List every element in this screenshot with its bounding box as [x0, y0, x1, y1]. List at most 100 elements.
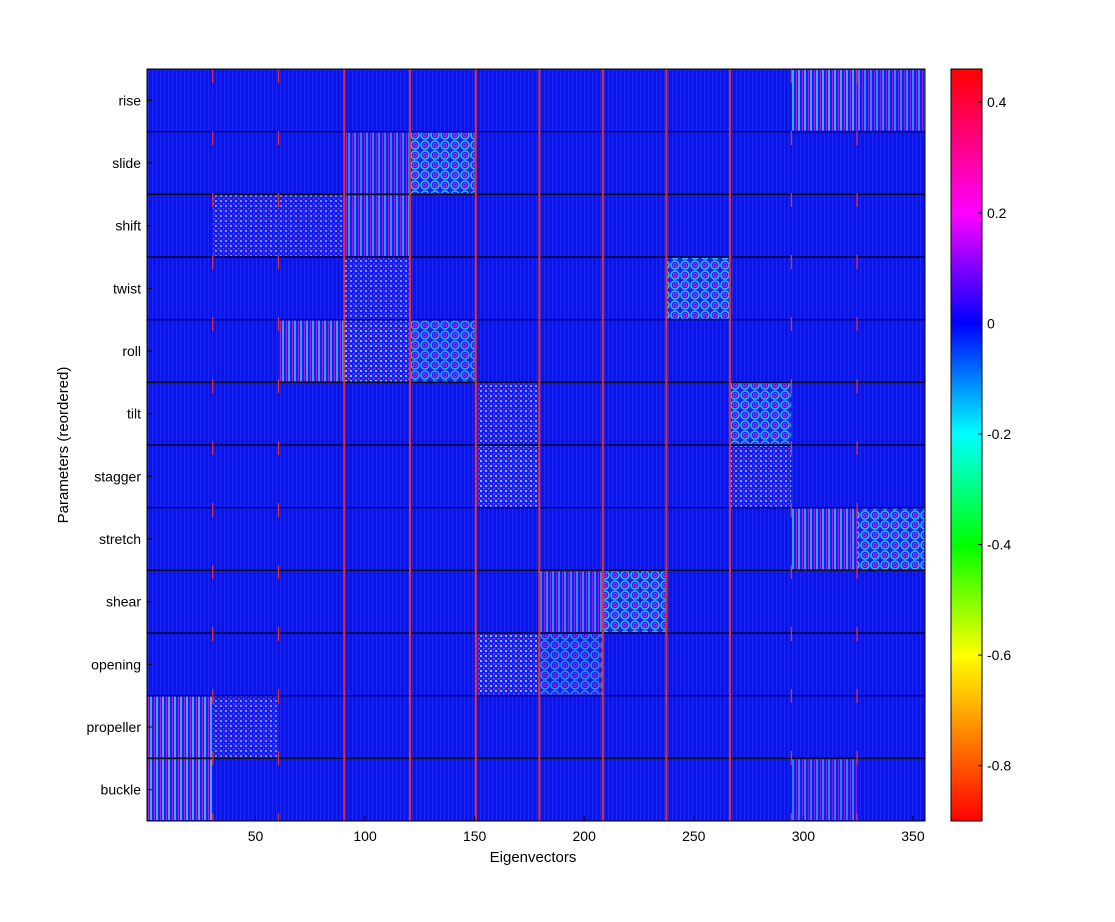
colorbar-tick-label: -0.8: [987, 758, 1011, 774]
x-tick-label: 200: [573, 828, 597, 844]
heatmap-cell: [729, 383, 792, 444]
heatmap-cell: [539, 446, 603, 507]
heatmap-cell: [791, 508, 858, 570]
heatmap-cell: [212, 634, 279, 695]
colorbar-tick-label: -0.2: [987, 426, 1011, 442]
heatmap-cell: [212, 696, 279, 758]
heatmap-cell: [147, 446, 213, 507]
heatmap-cell: [791, 320, 858, 382]
heatmap-cell: [147, 195, 213, 256]
heatmap-cell: [539, 759, 603, 820]
heatmap-cell: [666, 634, 730, 695]
heatmap-cell: [344, 634, 410, 695]
heatmap-cell: [409, 634, 476, 695]
heatmap-cell: [539, 634, 603, 695]
y-tick-label: tilt: [127, 406, 141, 422]
heatmap-cell: [212, 571, 279, 632]
heatmap-cell: [857, 195, 925, 256]
heatmap-cell: [729, 258, 792, 319]
heatmap-cell: [729, 132, 792, 194]
heatmap-cell: [344, 759, 410, 820]
y-axis-tick-labels: rise slide shift twist roll tilt stagger stretc…: [87, 92, 152, 798]
heatmap-cell: [147, 759, 213, 820]
heatmap-cell: [344, 383, 410, 444]
heatmap-cell: [147, 696, 213, 758]
heatmap-cell: [729, 759, 792, 820]
heatmap-cell: [344, 508, 410, 570]
heatmap-cell: [409, 195, 476, 256]
heatmap-cell: [475, 195, 540, 256]
heatmap-cell: [344, 132, 410, 194]
heatmap-cell: [729, 195, 792, 256]
heatmap-cell: [475, 508, 540, 570]
row-separators: [147, 131, 925, 759]
colorbar-tick-label: 0.2: [987, 205, 1007, 221]
heatmap-cell: [278, 258, 345, 319]
heatmap-cell: [729, 634, 792, 695]
heatmap-cell: [147, 634, 213, 695]
colorbar-gradient: [950, 68, 983, 822]
heatmap-cell: [147, 132, 213, 194]
x-tick-label: 350: [901, 828, 925, 844]
heatmap-cell: [212, 320, 279, 382]
heatmap-cell: [666, 571, 730, 632]
heatmap-cell: [147, 508, 213, 570]
heatmap-cell: [409, 258, 476, 319]
heatmap-cell: [409, 383, 476, 444]
y-tick-label: stagger: [94, 468, 141, 484]
heatmap-cell: [729, 571, 792, 632]
heatmap-cell: [475, 383, 540, 444]
heatmap-cell: [409, 446, 476, 507]
heatmap-cell: [857, 571, 925, 632]
heatmap-cell: [729, 696, 792, 758]
colorbar-tick-label: -0.6: [987, 647, 1011, 663]
heatmap-cell: [344, 258, 410, 319]
heatmap-cell: [602, 320, 667, 382]
y-tick-label: rise: [118, 92, 141, 108]
heatmap-cell: [344, 320, 410, 382]
heatmap-cell: [602, 446, 667, 507]
x-axis-tick-labels: 50 100 150 200 250 300 350: [248, 816, 925, 844]
heatmap-cell: [344, 446, 410, 507]
heatmap-cell: [602, 132, 667, 194]
heatmap-cell: [791, 383, 858, 444]
heatmap-cell: [539, 571, 603, 632]
column-separators: [212, 69, 858, 821]
colorbar-tick-label: -0.4: [987, 537, 1011, 553]
heatmap-cell: [791, 634, 858, 695]
heatmap-cell: [539, 258, 603, 319]
x-tick-label: 100: [353, 828, 377, 844]
heatmap-cell: [539, 70, 603, 131]
heatmap-cell: [791, 571, 858, 632]
heatmap-cell: [539, 383, 603, 444]
heatmap-cell: [212, 759, 279, 820]
heatmap-cell: [602, 258, 667, 319]
heatmap-cell: [409, 571, 476, 632]
heatmap-cell: [857, 383, 925, 444]
heatmap-cell: [666, 508, 730, 570]
heatmap-cell: [409, 696, 476, 758]
heatmap-cell: [409, 320, 476, 382]
heatmap-cell: [278, 508, 345, 570]
heatmap-cell: [602, 195, 667, 256]
heatmap-cell: [666, 759, 730, 820]
heatmap-cells: [147, 70, 925, 820]
heatmap-cell: [729, 446, 792, 507]
heatmap-cell: [857, 696, 925, 758]
heatmap-cell: [409, 759, 476, 820]
heatmap-cell: [539, 195, 603, 256]
heatmap-cell: [857, 634, 925, 695]
heatmap-plot-area: [146, 68, 926, 822]
heatmap-cell: [344, 70, 410, 131]
x-tick-label: 50: [248, 828, 264, 844]
heatmap-cell: [857, 320, 925, 382]
heatmap-cell: [212, 508, 279, 570]
colorbar-tick-label: 0: [987, 315, 995, 331]
heatmap-cell: [475, 696, 540, 758]
heatmap-cell: [539, 696, 603, 758]
heatmap-cell: [344, 571, 410, 632]
heatmap-cell: [857, 446, 925, 507]
x-tick-label: 150: [463, 828, 487, 844]
y-tick-label: buckle: [101, 782, 142, 798]
heatmap-cell: [602, 696, 667, 758]
